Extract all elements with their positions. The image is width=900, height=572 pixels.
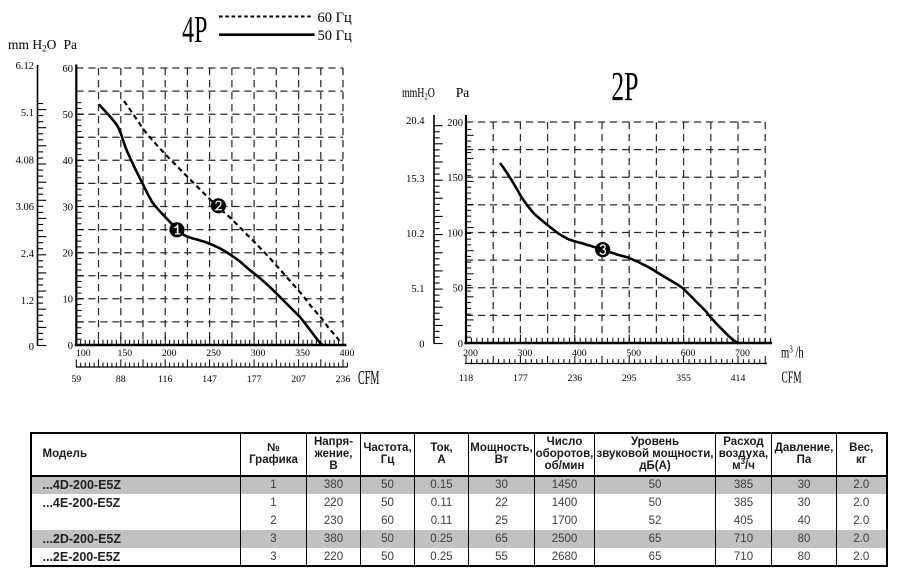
svg-text:250: 250 — [206, 348, 221, 359]
svg-text:60 Гц: 60 Гц — [318, 10, 353, 26]
svg-text:20.4: 20.4 — [406, 116, 425, 127]
svg-text:88: 88 — [116, 374, 126, 385]
svg-text:200: 200 — [463, 348, 478, 359]
svg-text:50 Гц: 50 Гц — [318, 28, 353, 44]
svg-text:400: 400 — [340, 348, 355, 359]
svg-text:236: 236 — [336, 374, 351, 385]
svg-text:mm H2O: mm H2O — [8, 37, 57, 54]
svg-text:4.08: 4.08 — [16, 155, 34, 166]
svg-text:3.06: 3.06 — [16, 202, 34, 213]
svg-text:Pa: Pa — [64, 37, 78, 52]
svg-text:59: 59 — [71, 374, 81, 385]
svg-text:150: 150 — [117, 348, 132, 359]
svg-text:350: 350 — [295, 348, 310, 359]
svg-text:Pa: Pa — [456, 85, 470, 100]
svg-text:15.3: 15.3 — [406, 174, 424, 185]
svg-text:355: 355 — [676, 373, 691, 384]
svg-text:4P: 4P — [182, 8, 207, 50]
svg-text:mmH2O: mmH2O — [402, 84, 435, 101]
svg-text:177: 177 — [513, 373, 528, 384]
svg-text:6.12: 6.12 — [16, 61, 34, 72]
svg-text:m3 /h: m3 /h — [781, 343, 804, 361]
svg-text:5.1: 5.1 — [21, 108, 34, 119]
svg-text:300: 300 — [518, 348, 533, 359]
svg-text:50: 50 — [63, 110, 74, 121]
svg-text:600: 600 — [681, 348, 696, 359]
svg-text:5.1: 5.1 — [411, 284, 424, 295]
svg-text:200: 200 — [447, 118, 463, 129]
svg-text:10: 10 — [63, 295, 74, 306]
svg-text:100: 100 — [447, 228, 463, 239]
svg-text:0: 0 — [458, 339, 463, 350]
svg-text:207: 207 — [291, 374, 306, 385]
svg-text:116: 116 — [158, 374, 172, 385]
svg-text:2P: 2P — [611, 64, 638, 109]
svg-text:300: 300 — [251, 348, 266, 359]
svg-text:400: 400 — [572, 348, 587, 359]
svg-text:200: 200 — [162, 348, 177, 359]
svg-text:10.2: 10.2 — [406, 229, 424, 240]
svg-text:50: 50 — [453, 284, 464, 295]
svg-text:60: 60 — [63, 64, 74, 75]
svg-text:30: 30 — [63, 202, 74, 213]
svg-text:236: 236 — [567, 373, 582, 384]
svg-text:147: 147 — [202, 374, 217, 385]
svg-text:295: 295 — [622, 373, 637, 384]
svg-text:177: 177 — [247, 374, 262, 385]
svg-text:500: 500 — [626, 348, 641, 359]
svg-text:2.4: 2.4 — [21, 249, 35, 260]
svg-text:700: 700 — [735, 348, 750, 359]
svg-text:118: 118 — [459, 373, 473, 384]
svg-text:CFM: CFM — [358, 368, 380, 389]
svg-text:150: 150 — [447, 173, 463, 184]
svg-text:20: 20 — [63, 249, 74, 260]
svg-text:0: 0 — [29, 342, 34, 353]
svg-text:40: 40 — [63, 156, 74, 167]
svg-text:414: 414 — [731, 373, 746, 384]
svg-text:100: 100 — [76, 348, 91, 359]
svg-text:1.2: 1.2 — [21, 296, 34, 307]
svg-text:CFM: CFM — [782, 367, 802, 386]
svg-text:0: 0 — [419, 339, 424, 350]
svg-text:0: 0 — [68, 341, 73, 352]
